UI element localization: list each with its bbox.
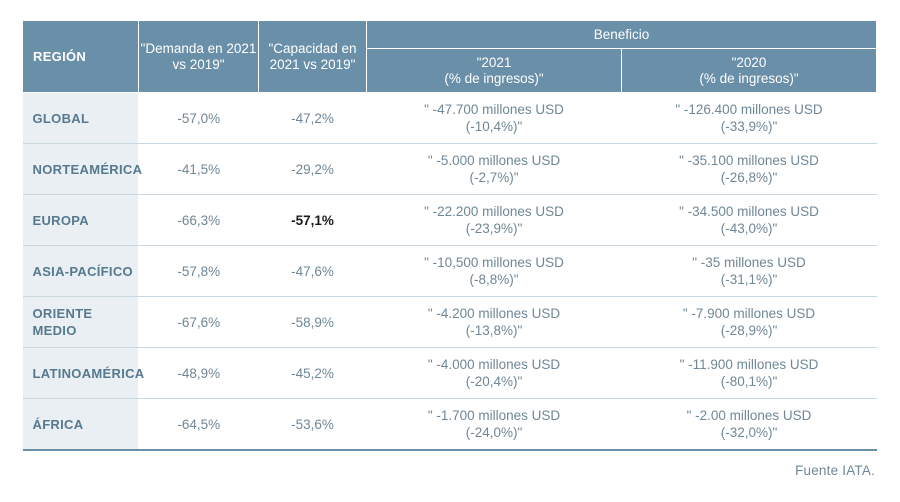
profit-2021-percent: (-10,4%)": [465, 119, 523, 134]
table-row: EUROPA -66,3% -57,1% " -22.200 millones USD…: [22, 194, 877, 246]
profit-2021-amount: " -10,500 millones USD: [424, 255, 564, 270]
region-cell: ÁFRICA: [22, 398, 139, 451]
profit-2020-percent: (-28,9%)": [720, 323, 778, 338]
profit-2021-amount: " -47.700 millones USD: [424, 102, 564, 117]
profit-2021-cell: " -4.000 millones USD (-20,4%)": [366, 347, 622, 399]
profit-2020-amount: " -35 millones USD: [692, 255, 806, 270]
table-header: REGIÓN "Demanda en 2021 vs 2019" "Capaci…: [22, 20, 878, 93]
capacity-cell: -58,9%: [258, 296, 367, 348]
table-body: GLOBAL -57,0% -47,2% " -47.700 millones USD…: [22, 92, 877, 451]
profit-2021-amount: " -4.200 millones USD: [427, 306, 561, 321]
airline-results-table: REGIÓN "Demanda en 2021 vs 2019" "Capaci…: [22, 20, 878, 451]
profit-2020-percent: (-32,0%)": [720, 425, 778, 440]
table-row: NORTEAMÉRICA -41,5% -29,2% " -5.000 millone…: [22, 143, 877, 195]
profit-2021-amount: " -1.700 millones USD: [427, 408, 561, 423]
profit-2020-amount: " -2.00 millones USD: [686, 408, 812, 423]
profit-2021-cell: " -4.200 millones USD (-13,8%)": [366, 296, 622, 348]
demand-cell: -64,5%: [138, 398, 259, 451]
capacity-cell: -47,6%: [258, 245, 367, 297]
profit-2020-amount: " -7.900 millones USD: [682, 306, 816, 321]
profit-2021-cell: " -1.700 millones USD (-24,0%)": [366, 398, 622, 451]
demand-cell: -48,9%: [138, 347, 259, 399]
profit-2021-cell: " -47.700 millones USD (-10,4%)": [366, 92, 622, 144]
table-row: LATINOAMÉRICA -48,9% -45,2% " -4.000 millon…: [22, 347, 877, 399]
profit-2020-percent: (-80,1%)": [720, 374, 778, 389]
profit-2020-cell: " -11.900 millones USD (-80,1%)": [621, 347, 877, 399]
profit-2021-cell: " -10,500 millones USD (-8,8%)": [366, 245, 622, 297]
demand-cell: -57,8%: [138, 245, 259, 297]
header-profit-2020: "2020 (% de ingresos)": [620, 48, 878, 93]
profit-2020-cell: " -2.00 millones USD (-32,0%)": [621, 398, 877, 451]
table-row: ÁFRICA -64,5% -53,6% " -1.700 millones USD (…: [22, 398, 877, 451]
profit-2021-percent: (-2,7%)": [469, 170, 519, 185]
profit-2020-cell: " -35 millones USD (-31,1%)": [621, 245, 877, 297]
header-profit-2021-unit: (% de ingresos)": [444, 70, 544, 86]
demand-cell: -57,0%: [138, 92, 259, 144]
region-cell: NORTEAMÉRICA: [22, 143, 142, 195]
region-cell: EUROPA: [22, 194, 139, 246]
profit-2020-cell: " -126.400 millones USD (-33,9%)": [621, 92, 877, 144]
iata-table-container: REGIÓN "Demanda en 2021 vs 2019" "Capaci…: [22, 20, 878, 451]
profit-2021-amount: " -22.200 millones USD: [424, 204, 564, 219]
profit-2020-amount: " -34.500 millones USD: [679, 204, 819, 219]
table-row: GLOBAL -57,0% -47,2% " -47.700 millones USD…: [22, 92, 877, 144]
region-cell: LATINOAMÉRICA: [22, 347, 144, 399]
capacity-cell: -47,2%: [258, 92, 367, 144]
capacity-cell: -45,2%: [258, 347, 367, 399]
profit-2021-percent: (-23,9%)": [465, 221, 523, 236]
region-cell: GLOBAL: [22, 92, 139, 144]
profit-2020-percent: (-26,8%)": [720, 170, 778, 185]
demand-cell: -41,5%: [138, 143, 259, 195]
header-profit-2020-year: "2020: [731, 54, 767, 70]
profit-2020-cell: " -7.900 millones USD (-28,9%)": [621, 296, 877, 348]
profit-2020-amount: " -11.900 millones USD: [679, 357, 819, 372]
profit-2020-cell: " -34.500 millones USD (-43,0%)": [621, 194, 877, 246]
profit-2020-percent: (-31,1%)": [720, 272, 778, 287]
profit-2021-amount: " -5.000 millones USD: [427, 153, 561, 168]
profit-2021-cell: " -5.000 millones USD (-2,7%)": [366, 143, 622, 195]
profit-2020-percent: (-33,9%)": [720, 119, 778, 134]
table-row: ORIENTE MEDIO -67,6% -58,9% " -4.200 millon…: [22, 296, 877, 348]
header-capacity: "Capacidad en 2021 vs 2019": [258, 20, 367, 93]
table-row: ASIA-PACÍFICO -57,8% -47,6% " -10,500 millo…: [22, 245, 877, 297]
capacity-cell: -29,2%: [258, 143, 367, 195]
header-profit: Beneficio: [365, 20, 878, 49]
header-profit-2021: "2021 (% de ingresos)": [366, 48, 622, 93]
header-demand: "Demanda en 2021 vs 2019": [138, 20, 259, 93]
profit-2020-amount: " -126.400 millones USD: [675, 102, 823, 117]
region-cell: ASIA-PACÍFICO: [22, 245, 139, 297]
header-region: REGIÓN: [22, 20, 139, 93]
profit-2021-percent: (-20,4%)": [465, 374, 523, 389]
profit-2020-percent: (-43,0%)": [720, 221, 778, 236]
profit-2021-amount: " -4.000 millones USD: [427, 357, 561, 372]
profit-2020-amount: " -35.100 millones USD: [679, 153, 819, 168]
demand-cell: -66,3%: [138, 194, 259, 246]
region-cell: ORIENTE MEDIO: [22, 296, 139, 348]
source-note: Fuente IATA.: [795, 463, 875, 478]
capacity-cell: -57,1%: [258, 194, 367, 246]
profit-2021-percent: (-13,8%)": [465, 323, 523, 338]
header-profit-2020-unit: (% de ingresos)": [699, 70, 799, 86]
profit-2020-cell: " -35.100 millones USD (-26,8%)": [621, 143, 877, 195]
profit-2021-cell: " -22.200 millones USD (-23,9%)": [366, 194, 622, 246]
profit-2021-percent: (-8,8%)": [469, 272, 519, 287]
demand-cell: -67,6%: [138, 296, 259, 348]
header-profit-2021-year: "2021: [476, 54, 512, 70]
capacity-cell: -53,6%: [258, 398, 367, 451]
profit-2021-percent: (-24,0%)": [465, 425, 523, 440]
